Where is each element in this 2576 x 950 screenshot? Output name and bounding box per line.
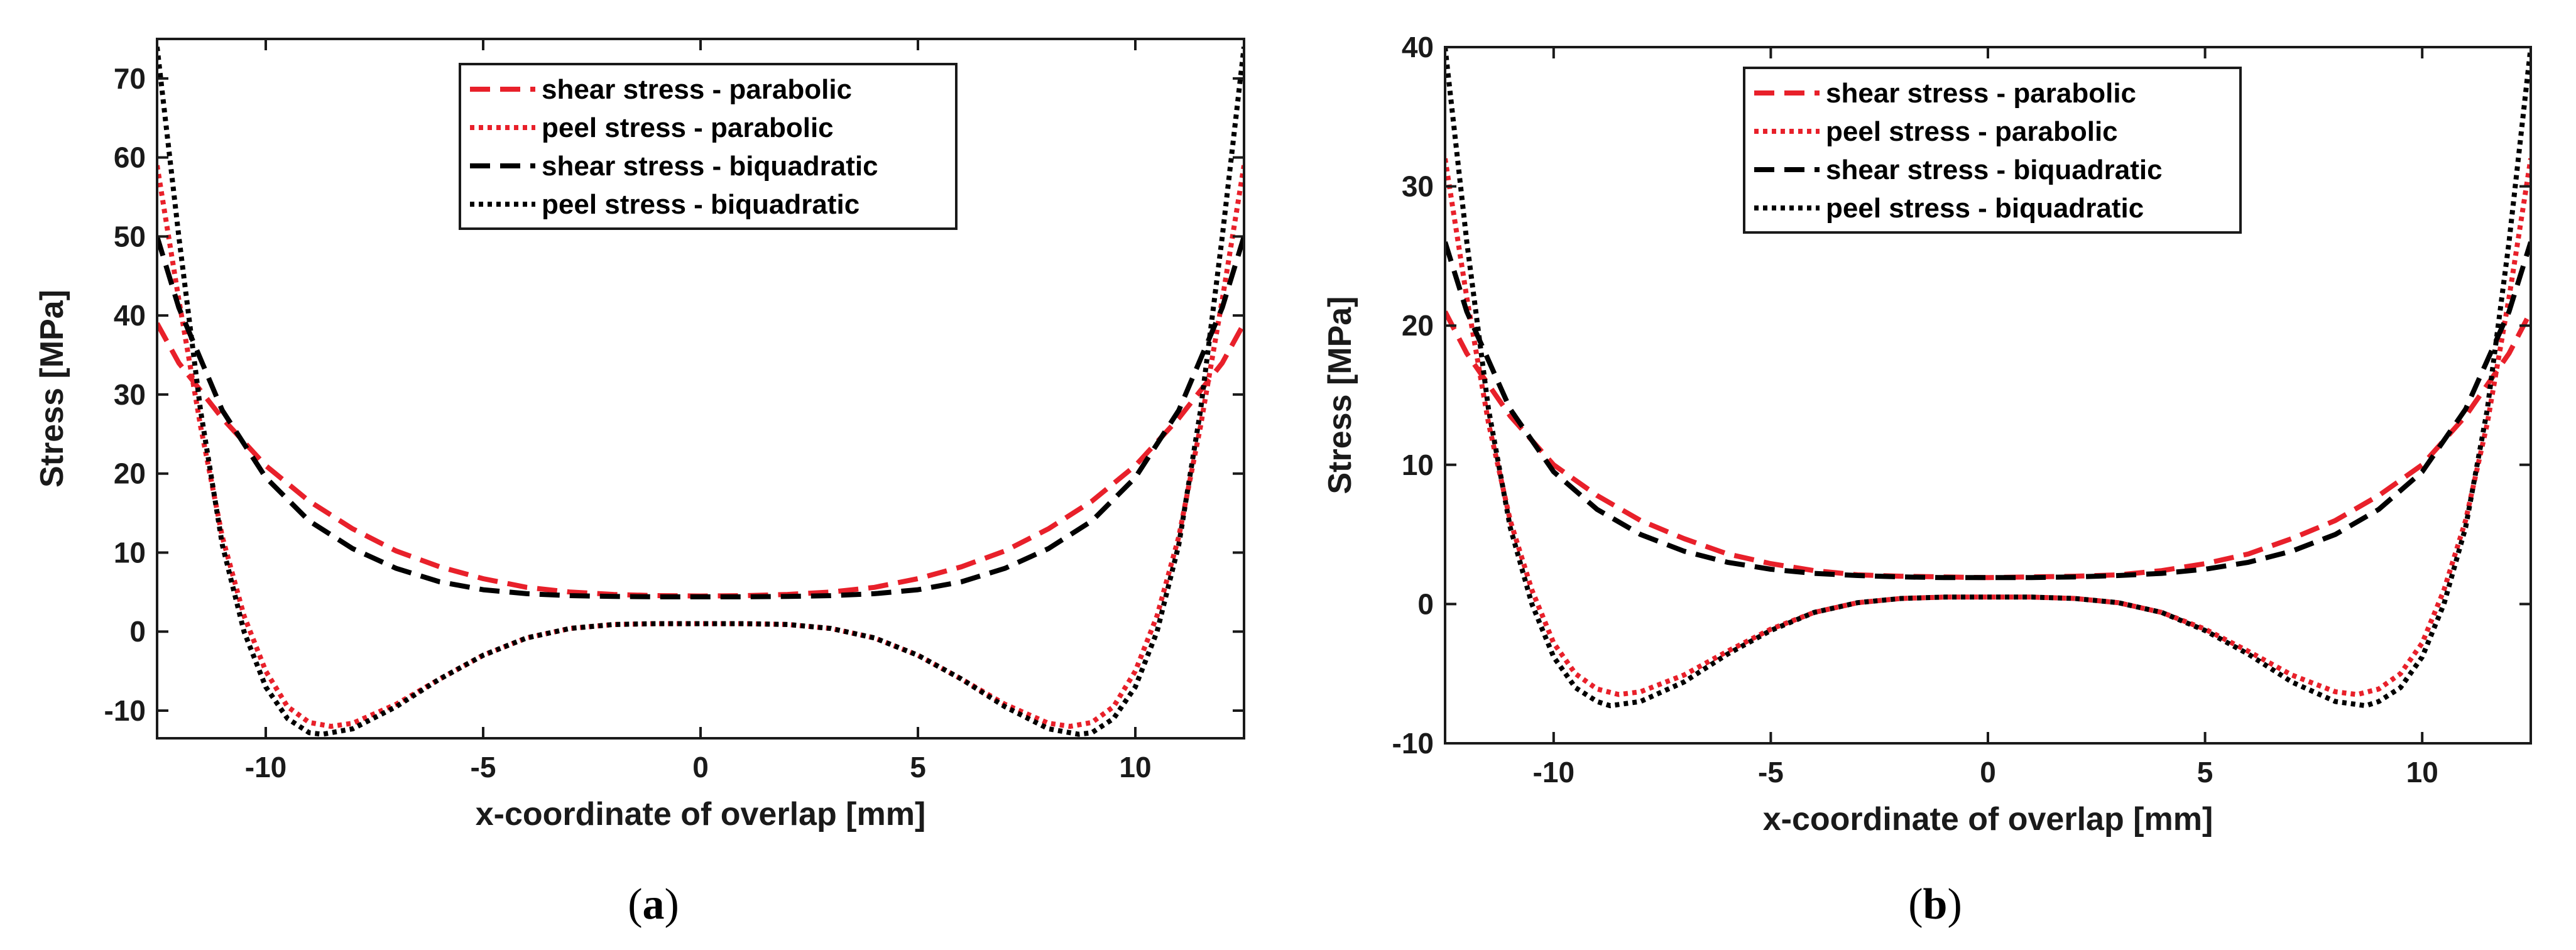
series-line-peel-stress-biquadratic [157,46,1244,737]
x-tick-label: -10 [245,751,287,783]
y-axis-label: Stress [MPa] [1322,297,1358,494]
x-tick-label: -5 [471,751,496,783]
legend-label: shear stress - parabolic [1826,78,2136,109]
legend-label: peel stress - parabolic [542,112,834,143]
x-tick-label: -5 [1758,756,1784,789]
x-tick-label: 10 [2406,756,2438,789]
y-tick-label: 0 [129,615,146,648]
series-line-peel-stress-biquadratic [1445,47,2531,709]
legend-label: peel stress - biquadratic [1826,193,2144,224]
legend: shear stress - parabolic peel stress - pa… [1743,67,2242,234]
series-line-shear-stress-parabolic [1445,310,2531,581]
y-tick-label: 20 [114,457,146,490]
y-axis-label: Stress [MPa] [34,290,70,488]
x-tick-label: 0 [692,751,709,783]
y-tick-label: 70 [114,62,146,95]
x-axis-label: x-coordinate of overlap [mm] [1763,801,2213,838]
legend-label: peel stress - biquadratic [542,189,860,220]
x-tick-label: -10 [1533,756,1575,789]
series-group [1445,47,2531,709]
legend-label: peel stress - parabolic [1826,116,2118,147]
y-tick-label: 20 [1402,309,1434,342]
y-tick-label: 0 [1417,587,1434,620]
series-line-peel-stress-parabolic [157,165,1244,729]
legend-box [1743,67,2242,234]
y-tick-label: 50 [114,220,146,253]
y-tick-label: 40 [114,299,146,332]
series-line-shear-stress-biquadratic [1445,241,2531,581]
y-tick-label: 10 [1402,449,1434,481]
y-tick-label: 30 [1402,170,1434,203]
series-line-peel-stress-parabolic [1445,158,2531,697]
chart-panel-a: -10 -5 0 5 10 -10 0 10 20 30 40 50 60 70 x-coordinate … [34,38,1245,833]
chart-panel-b: -10 -5 0 5 10 -10 0 10 20 30 40 x-coordinate of ove… [1322,31,2532,838]
y-tick-label: 10 [114,536,146,569]
x-tick-label: 10 [1119,751,1151,783]
x-tick-label: 0 [1980,756,1996,789]
panel-caption-a: (a) [628,880,679,929]
panel-caption-b: (b) [1908,880,1962,929]
y-tick-label: -10 [104,694,146,727]
x-axis-label: x-coordinate of overlap [mm] [476,796,926,833]
legend-box [459,63,958,230]
y-tick-label: 30 [114,378,146,411]
series-group [157,46,1244,737]
legend: shear stress - parabolic peel stress - pa… [459,63,958,230]
series-line-shear-stress-parabolic [157,322,1244,599]
y-tick-label: 40 [1402,31,1434,63]
x-tick-label: 5 [910,751,926,783]
x-tick-label: 5 [2197,756,2213,789]
legend-label: shear stress - biquadratic [542,151,878,182]
y-tick-label: -10 [1392,727,1434,760]
legend-label: shear stress - biquadratic [1826,155,2163,185]
legend-label: shear stress - parabolic [542,74,852,105]
y-tick-label: 60 [114,141,146,174]
series-line-shear-stress-biquadratic [157,236,1244,599]
